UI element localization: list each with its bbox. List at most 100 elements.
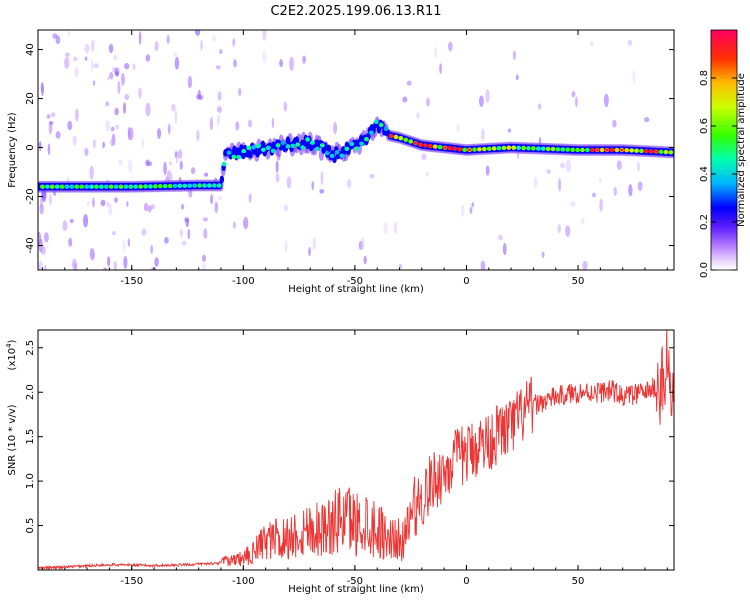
ridge-blob — [383, 126, 389, 132]
ridge-core — [248, 150, 253, 159]
ridge-blob — [246, 145, 252, 150]
ridge-blob — [192, 183, 198, 188]
ridge-core — [241, 151, 246, 160]
noise-speck — [312, 237, 317, 250]
ridge-blob — [521, 145, 526, 151]
noise-speck — [580, 217, 585, 225]
ridge-blob — [128, 184, 134, 189]
ridge-blob — [270, 148, 276, 154]
ridge-blob — [472, 147, 477, 152]
ridge-blob — [59, 184, 65, 189]
noise-speck — [271, 117, 275, 128]
ridge-core — [260, 140, 266, 149]
noise-speck — [196, 129, 200, 142]
noise-speck — [110, 126, 115, 132]
colorbar-tick-label: 0.4 — [699, 166, 710, 182]
noise-speck — [557, 224, 562, 234]
noise-speck — [243, 216, 249, 230]
ridge-blob — [540, 146, 546, 151]
ridge-blob — [123, 184, 129, 189]
noise-speck — [72, 135, 77, 146]
ridge-blob — [314, 146, 320, 152]
spectrogram-ridge — [38, 116, 674, 193]
noise-speck — [102, 141, 105, 149]
top-y-tick-label: -40 — [25, 237, 36, 253]
noise-speck — [613, 186, 617, 196]
ridge-blob — [182, 183, 188, 188]
noise-speck — [308, 246, 311, 257]
ridge-blob — [319, 143, 325, 148]
noise-speck — [118, 159, 123, 166]
noise-speck — [247, 119, 253, 128]
noise-speck — [84, 147, 89, 157]
ridge-blob — [491, 146, 497, 151]
noise-speck — [89, 248, 95, 261]
noise-speck — [541, 251, 545, 258]
bottom-x-tick-label: -100 — [232, 576, 255, 587]
top-x-axis-label: Height of straight line (km) — [288, 284, 424, 295]
ridge-blob — [300, 145, 306, 150]
ridge-peak — [413, 141, 418, 145]
noise-speck — [171, 103, 176, 112]
noise-speck — [592, 192, 596, 198]
ridge-peak — [654, 150, 658, 153]
noise-speck — [421, 153, 427, 161]
noise-speck — [40, 245, 46, 255]
noise-speck — [126, 201, 129, 207]
noise-speck — [154, 40, 159, 52]
ridge-blob — [98, 184, 104, 189]
noise-speck — [68, 237, 73, 247]
ridge-blob — [585, 147, 590, 153]
ridge-blob — [516, 145, 522, 151]
noise-speck — [174, 110, 178, 124]
ridge-blob — [241, 148, 247, 154]
ridge-blob — [280, 140, 286, 146]
noise-speck — [138, 31, 142, 45]
top-x-tick-label: 0 — [463, 276, 469, 287]
ridge-blob — [506, 145, 512, 150]
snr-frame — [37, 329, 675, 571]
ridge-blob — [152, 184, 158, 189]
noise-speck — [311, 180, 314, 190]
noise-speck — [217, 195, 223, 201]
noise-speck — [156, 127, 162, 139]
noise-speck — [105, 120, 111, 132]
noise-speck — [283, 101, 288, 112]
noise-speck — [107, 76, 110, 81]
noise-speck — [439, 63, 442, 74]
ridge-blob — [54, 184, 60, 189]
noise-speck — [72, 56, 78, 62]
ridge-blob — [206, 183, 212, 188]
noise-speck — [187, 228, 191, 240]
noise-speck — [132, 63, 136, 71]
noise-speck — [209, 116, 214, 131]
noise-speck — [361, 237, 365, 250]
noise-speck — [141, 228, 147, 236]
noise-speck — [232, 38, 236, 47]
noise-speck — [185, 218, 190, 228]
bottom-x-tick-label: -150 — [120, 576, 143, 587]
noise-speck — [202, 262, 206, 270]
ridge-blob — [349, 141, 355, 147]
colorbar-tick-label: 0.8 — [699, 70, 710, 86]
noise-speck — [84, 43, 90, 54]
noise-speck — [537, 103, 542, 110]
noise-speck — [533, 176, 538, 188]
noise-speck — [198, 94, 204, 100]
noise-speck — [448, 41, 453, 52]
noise-speck — [456, 123, 460, 133]
noise-speck — [154, 257, 159, 267]
top-y-tick-label: 0 — [25, 144, 36, 150]
ridge-blob — [560, 147, 566, 152]
top-x-axis: -150 -100 -50 0 50 — [41, 30, 668, 287]
noise-speck — [570, 201, 576, 207]
noise-speck — [177, 149, 183, 159]
ridge-blob — [177, 183, 183, 189]
ridge-peak — [448, 146, 452, 150]
noise-speck — [571, 90, 576, 98]
noise-speck — [145, 102, 151, 117]
ridge-blob — [545, 146, 551, 152]
noise-speck — [637, 181, 643, 192]
noise-speck — [603, 93, 609, 108]
